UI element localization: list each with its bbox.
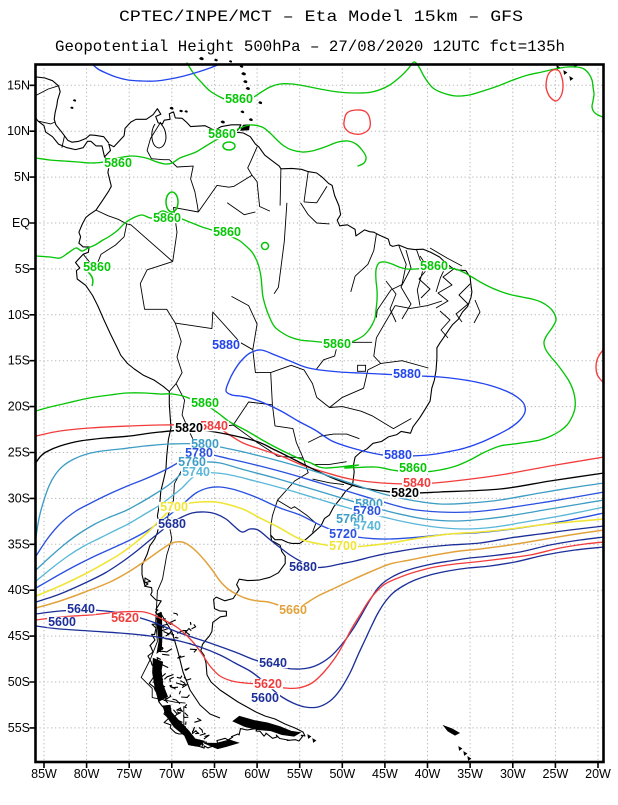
svg-text:Geopotential Height 500hPa – 2: Geopotential Height 500hPa – 27/08/2020 … <box>55 38 565 56</box>
svg-text:15N: 15N <box>7 78 30 92</box>
svg-text:5820: 5820 <box>175 421 203 435</box>
svg-text:5700: 5700 <box>329 539 357 553</box>
svg-text:25W: 25W <box>543 767 569 781</box>
svg-text:5860: 5860 <box>104 156 132 170</box>
svg-text:60W: 60W <box>244 767 270 781</box>
svg-text:55W: 55W <box>287 767 313 781</box>
svg-text:5620: 5620 <box>111 611 139 625</box>
svg-text:5860: 5860 <box>213 225 241 239</box>
svg-text:35W: 35W <box>457 767 483 781</box>
svg-text:25S: 25S <box>8 446 30 460</box>
svg-text:10N: 10N <box>7 124 30 138</box>
svg-text:65W: 65W <box>202 767 228 781</box>
svg-text:10S: 10S <box>8 308 30 322</box>
svg-text:20S: 20S <box>8 400 30 414</box>
svg-text:EQ: EQ <box>12 216 30 230</box>
svg-text:5680: 5680 <box>158 517 186 531</box>
svg-text:5640: 5640 <box>259 656 287 670</box>
svg-text:50S: 50S <box>8 675 30 689</box>
svg-text:5700: 5700 <box>160 500 188 514</box>
svg-text:5840: 5840 <box>200 419 228 433</box>
svg-text:15S: 15S <box>8 354 30 368</box>
svg-text:30S: 30S <box>8 491 30 505</box>
svg-text:5800: 5800 <box>191 437 219 451</box>
svg-text:5880: 5880 <box>384 448 412 462</box>
svg-text:5600: 5600 <box>251 691 279 705</box>
svg-text:5620: 5620 <box>254 677 282 691</box>
svg-text:80W: 80W <box>74 767 100 781</box>
svg-text:5N: 5N <box>14 170 30 184</box>
svg-text:5840: 5840 <box>403 476 431 490</box>
svg-text:5640: 5640 <box>67 602 95 616</box>
svg-text:75W: 75W <box>116 767 142 781</box>
svg-text:45S: 45S <box>8 629 30 643</box>
svg-text:30W: 30W <box>500 767 526 781</box>
svg-text:CPTEC/INPE/MCT – Eta Model 15: CPTEC/INPE/MCT – Eta Model 15km – GFS <box>119 8 523 26</box>
svg-text:5680: 5680 <box>289 560 317 574</box>
svg-text:5860: 5860 <box>191 396 219 410</box>
svg-text:40W: 40W <box>415 767 441 781</box>
svg-text:40S: 40S <box>8 583 30 597</box>
svg-text:5860: 5860 <box>420 259 448 273</box>
svg-text:5660: 5660 <box>279 603 307 617</box>
svg-text:50W: 50W <box>329 767 355 781</box>
svg-text:5820: 5820 <box>391 486 419 500</box>
svg-text:5860: 5860 <box>399 461 427 475</box>
svg-text:5760: 5760 <box>178 455 206 469</box>
svg-text:5740: 5740 <box>353 519 381 533</box>
svg-text:5600: 5600 <box>48 615 76 629</box>
svg-text:20W: 20W <box>585 767 611 781</box>
svg-text:5860: 5860 <box>83 260 111 274</box>
svg-text:70W: 70W <box>159 767 185 781</box>
svg-text:55S: 55S <box>8 721 30 735</box>
svg-text:5860: 5860 <box>323 337 351 351</box>
svg-text:5720: 5720 <box>329 527 357 541</box>
svg-text:5740: 5740 <box>182 465 210 479</box>
svg-text:5880: 5880 <box>212 338 240 352</box>
svg-text:35S: 35S <box>8 537 30 551</box>
svg-text:5S: 5S <box>15 262 30 276</box>
svg-text:45W: 45W <box>372 767 398 781</box>
svg-text:5860: 5860 <box>208 127 236 141</box>
svg-text:85W: 85W <box>31 767 57 781</box>
svg-text:5860: 5860 <box>225 92 253 106</box>
svg-text:5780: 5780 <box>185 446 213 460</box>
svg-text:5860: 5860 <box>153 211 181 225</box>
svg-text:5880: 5880 <box>393 367 421 381</box>
